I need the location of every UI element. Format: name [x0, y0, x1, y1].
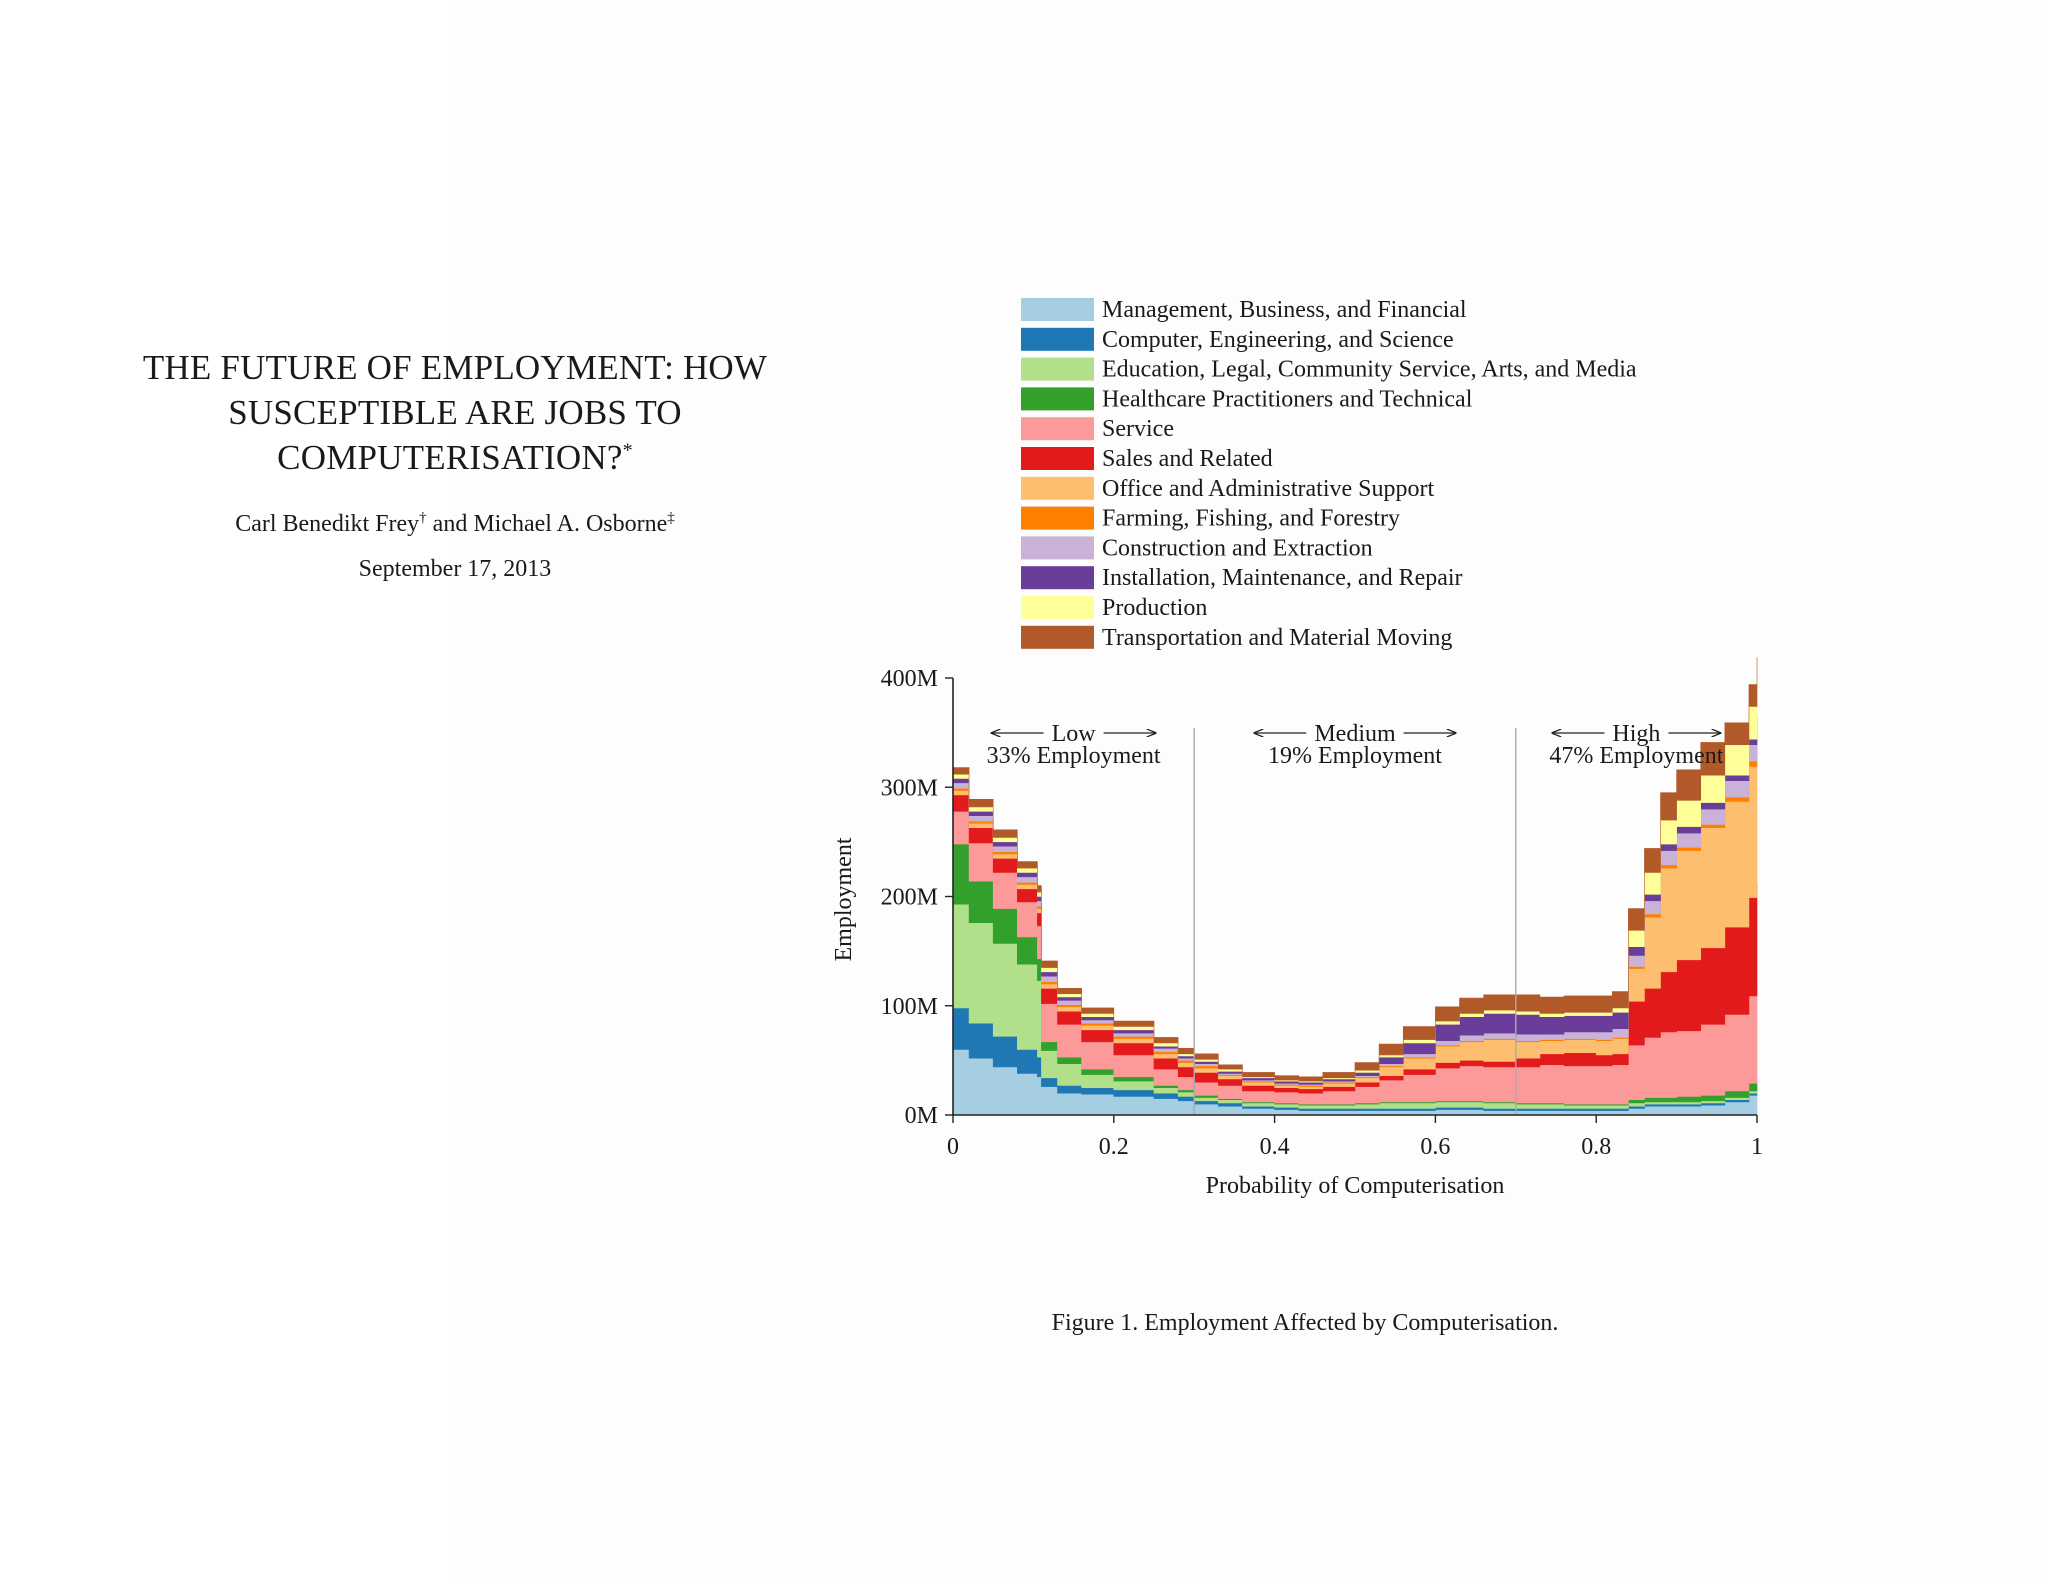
author-2-mark: ‡ [667, 510, 675, 526]
legend-label-healthcare-practitioners-and-technical: Healthcare Practitioners and Technical [1102, 386, 1473, 412]
legend-swatch-farming-fishing-and-forestry [1021, 506, 1094, 530]
legend-swatch-production [1021, 596, 1094, 619]
x-tick-label: 0.2 [1099, 1134, 1129, 1160]
paper-title-line-1: THE FUTURE OF EMPLOYMENT: HOW [142, 348, 768, 387]
y-tick-label: 0M [905, 1103, 938, 1129]
region-sublabel-medium: 19% Employment [1268, 743, 1442, 769]
author-1: Carl Benedikt Frey [235, 511, 420, 537]
region-label-medium: Medium [1314, 721, 1396, 747]
legend-swatch-management-business-and-financial [1021, 298, 1094, 321]
paper-title-line-3-text: COMPUTERISATION? [277, 438, 623, 477]
y-tick-label: 400M [881, 666, 938, 692]
x-tick-label: 0.4 [1260, 1134, 1290, 1160]
x-tick-label: 0.8 [1581, 1134, 1611, 1160]
region-sublabel-high: 47% Employment [1549, 743, 1723, 769]
legend-label-installation-maintenance-and-repair: Installation, Maintenance, and Repair [1102, 565, 1463, 591]
y-tick-label: 300M [881, 775, 938, 801]
legend-swatch-service [1021, 417, 1094, 441]
legend-label-service: Service [1102, 416, 1174, 442]
legend-swatch-computer-engineering-and-science [1021, 327, 1094, 351]
legend-label-construction-and-extraction: Construction and Extraction [1102, 535, 1373, 561]
slide-left-panel [0, 0, 450, 1582]
legend-swatch-transportation-and-material-moving [1021, 625, 1094, 649]
paper-title: THE FUTURE OF EMPLOYMENT: HOW SUSCEPTIBL… [100, 345, 810, 480]
region-label-high: High [1612, 721, 1660, 747]
legend-label-farming-fishing-and-forestry: Farming, Fishing, and Forestry [1102, 506, 1400, 532]
legend-swatch-healthcare-practitioners-and-technical [1021, 387, 1094, 411]
legend-label-sales-and-related: Sales and Related [1102, 446, 1273, 472]
paper-title-line-3: COMPUTERISATION?* [100, 435, 810, 480]
paper-authors: Carl Benedikt Frey† and Michael A. Osbor… [100, 510, 810, 538]
paper-title-block: THE FUTURE OF EMPLOYMENT: HOW SUSCEPTIBL… [100, 345, 810, 583]
region-label-low: Low [1052, 721, 1097, 747]
author-2: Michael A. Osborne [473, 511, 668, 537]
legend-label-office-and-administrative-support: Office and Administrative Support [1102, 476, 1435, 502]
author-joiner: and [432, 511, 468, 537]
x-tick-label: 0.6 [1420, 1134, 1450, 1160]
x-tick-label: 0 [947, 1134, 959, 1160]
legend-label-management-business-and-financial: Management, Business, and Financial [1102, 297, 1467, 323]
chart-legend: Management, Business, and Financial Compu… [1021, 297, 1637, 651]
area-series-transportation-and-material-moving [952, 657, 1758, 1082]
y-tick-label: 100M [881, 994, 938, 1020]
legend-label-education-legal-community-service-arts-and-media: Education, Legal, Community Service, Art… [1102, 357, 1637, 383]
figure-caption: Figure 1. Employment Affected by Compute… [1052, 1310, 1559, 1336]
legend-label-computer-engineering-and-science: Computer, Engineering, and Science [1102, 327, 1454, 353]
region-sublabel-low: 33% Employment [987, 743, 1161, 769]
title-footnote-mark: * [622, 439, 633, 462]
legend-swatch-education-legal-community-service-arts-and-media [1021, 357, 1094, 381]
legend-label-transportation-and-material-moving: Transportation and Material Moving [1102, 625, 1452, 651]
author-1-mark: † [419, 510, 427, 526]
legend-swatch-installation-maintenance-and-repair [1021, 566, 1094, 590]
y-tick-label: 200M [881, 885, 938, 911]
slide-right-panel [450, 0, 2048, 1582]
x-tick-label: 1 [1751, 1134, 1763, 1160]
paper-title-line-2: SUSCEPTIBLE ARE JOBS TO [228, 393, 682, 432]
legend-swatch-construction-and-extraction [1021, 536, 1094, 560]
legend-label-production: Production [1102, 595, 1207, 621]
region-dividers [1193, 728, 1517, 1115]
paper-date: September 17, 2013 [358, 556, 552, 582]
chart-axes: 0M 100M 200M 300M 400M 0 0.2 0.4 0.6 0.8 1 Probabil… [831, 666, 1763, 1199]
legend-swatch-office-and-administrative-support [1021, 476, 1094, 500]
x-axis-label: Probability of Computerisation [1206, 1173, 1505, 1199]
y-axis-label: Employment [831, 837, 857, 961]
legend-swatch-sales-and-related [1021, 447, 1094, 470]
